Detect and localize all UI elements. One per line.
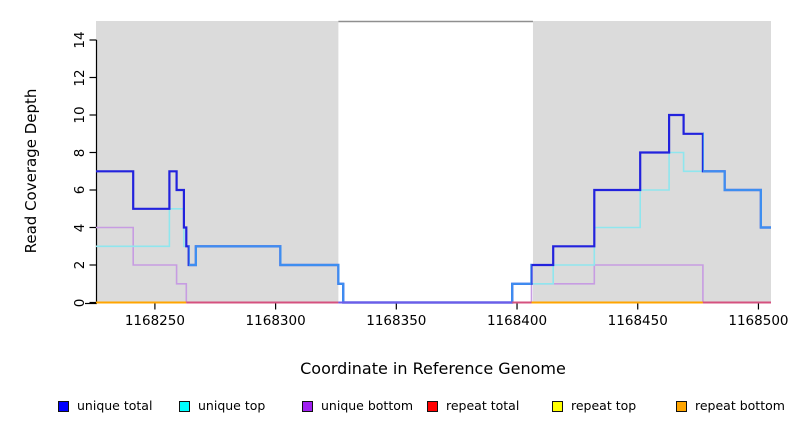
shaded-region bbox=[96, 21, 339, 303]
legend-swatch-unique-total bbox=[58, 400, 69, 412]
legend-swatch-repeat-bottom bbox=[676, 400, 687, 412]
legend-item-unique-bottom: unique bottom bbox=[302, 398, 413, 414]
legend-item-unique-top: unique top bbox=[179, 398, 265, 414]
legend-label: repeat total bbox=[446, 398, 520, 413]
shaded-region bbox=[532, 21, 771, 303]
legend-label: unique top bbox=[198, 398, 266, 413]
legend-label: unique bottom bbox=[321, 398, 414, 413]
y-tick-label: 6 bbox=[72, 185, 88, 195]
y-tick-label: 0 bbox=[72, 298, 88, 307]
y-tick-label: 12 bbox=[72, 68, 88, 87]
x-axis-title: Coordinate in Reference Genome bbox=[300, 359, 566, 378]
x-tick-label: 1168300 bbox=[245, 313, 306, 329]
y-tick-label: 14 bbox=[72, 31, 88, 49]
legend-label: repeat bottom bbox=[695, 398, 785, 413]
y-tick-label: 2 bbox=[72, 260, 88, 270]
legend-swatch-unique-top bbox=[179, 400, 190, 412]
legend-label: repeat top bbox=[571, 398, 637, 413]
x-tick-label: 1168250 bbox=[124, 313, 185, 329]
y-tick-label: 8 bbox=[72, 148, 88, 157]
y-axis-title: Read Coverage Depth bbox=[22, 88, 40, 254]
legend-item-repeat-total: repeat total bbox=[427, 398, 519, 414]
x-tick-label: 1168350 bbox=[366, 313, 427, 329]
y-tick-label: 10 bbox=[72, 106, 88, 124]
legend-swatch-unique-bottom bbox=[302, 400, 313, 412]
legend-label: unique total bbox=[77, 398, 153, 413]
y-tick-label: 4 bbox=[72, 223, 88, 232]
x-tick-label: 1168450 bbox=[607, 313, 668, 329]
x-tick-label: 1168500 bbox=[728, 313, 789, 329]
legend-item-repeat-top: repeat top bbox=[552, 398, 636, 414]
legend: unique total unique top unique bottom re… bbox=[0, 398, 792, 418]
x-tick-label: 1168400 bbox=[486, 313, 548, 329]
legend-item-unique-total: unique total bbox=[58, 398, 152, 414]
legend-swatch-repeat-total bbox=[427, 400, 438, 412]
legend-swatch-repeat-top bbox=[552, 400, 563, 412]
legend-item-repeat-bottom: repeat bottom bbox=[676, 398, 785, 414]
